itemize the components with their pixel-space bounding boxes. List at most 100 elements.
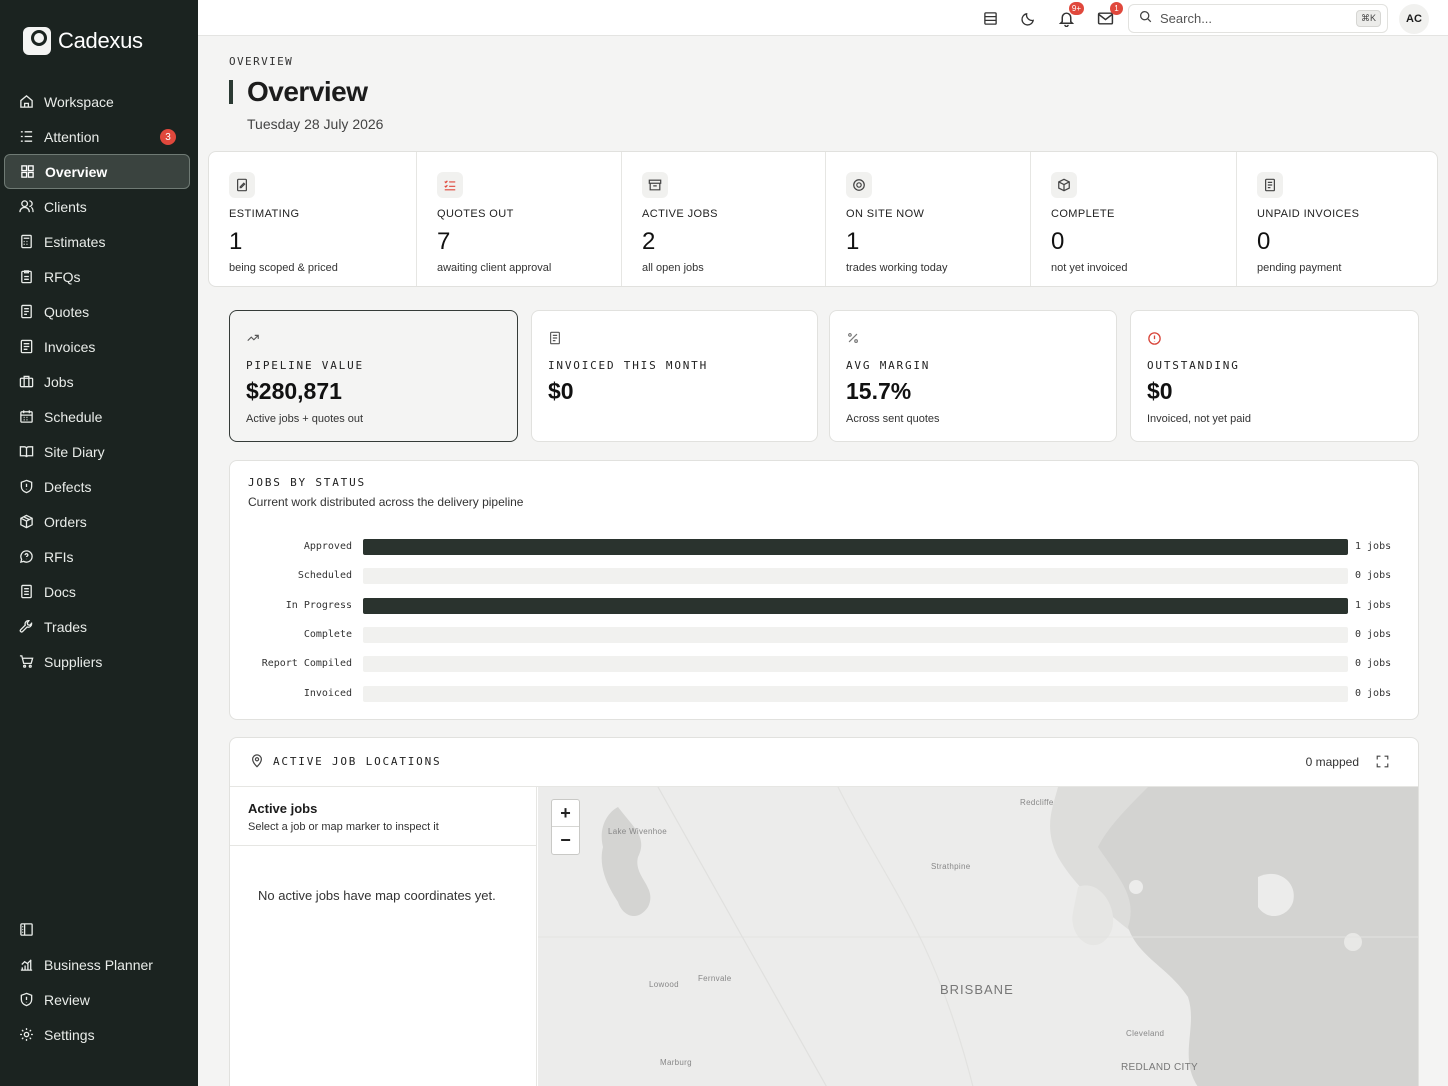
sidebar-item-review[interactable]: Review	[4, 982, 190, 1017]
user-avatar[interactable]: AC	[1399, 4, 1429, 34]
stat-value: 2	[642, 228, 656, 255]
bar-track	[363, 568, 1348, 585]
edit-icon	[229, 172, 255, 198]
notifications-bell-icon[interactable]: 9+	[1057, 2, 1084, 27]
checklist-icon	[437, 172, 463, 198]
map-label: Marburg	[660, 1058, 692, 1067]
stat-value: 1	[846, 228, 860, 255]
job-locations-map[interactable]: + − Redcliffe Lake Wivenhoe Strathpine F…	[538, 787, 1418, 1086]
bar-value-label: 0 jobs	[1355, 628, 1392, 640]
sidebar-item-rfqs[interactable]: RFQs	[4, 259, 190, 294]
sidebar-item-workspace[interactable]: Workspace	[4, 84, 190, 119]
sidebar-item-label: RFQs	[44, 268, 81, 285]
sidebar-item-business-planner[interactable]: Business Planner	[4, 947, 190, 982]
sidebar-item-invoices[interactable]: Invoices	[4, 329, 190, 364]
bar-category-label: Report Compiled	[261, 658, 352, 670]
wrench-icon	[18, 619, 34, 635]
kpi-card-avg-margin[interactable]: AVG MARGIN 15.7% Across sent quotes	[829, 310, 1117, 442]
bar-row[interactable]: Approved 1 jobs	[230, 539, 1420, 555]
list-icon	[18, 129, 34, 145]
search-icon	[1139, 10, 1152, 28]
box-icon	[18, 514, 34, 530]
sidebar-item-quotes[interactable]: Quotes	[4, 294, 190, 329]
sidebar-item-clients[interactable]: Clients	[4, 189, 190, 224]
active-job-locations-panel: ACTIVE JOB LOCATIONS 0 mapped Active job…	[229, 737, 1419, 1086]
stat-value: 0	[1051, 228, 1065, 255]
sidebar-item-orders[interactable]: Orders	[4, 504, 190, 539]
theme-toggle-moon-icon[interactable]	[1019, 9, 1037, 27]
kpi-card-outstanding[interactable]: OUTSTANDING $0 Invoiced, not yet paid	[1130, 310, 1419, 442]
active-jobs-title: Active jobs	[248, 801, 318, 816]
notifications-badge: 9+	[1068, 2, 1084, 15]
stat-card-quotes-out[interactable]: QUOTES OUT 7 awaiting client approval	[417, 152, 622, 286]
sidebar-item-rfis[interactable]: RFIs	[4, 539, 190, 574]
stat-subtext: awaiting client approval	[437, 262, 552, 274]
map-panel-header: ACTIVE JOB LOCATIONS 0 mapped	[230, 738, 1418, 787]
bar-row[interactable]: Complete 0 jobs	[230, 626, 1420, 643]
sidebar-item-attention[interactable]: Attention 3	[4, 119, 190, 154]
bar-row[interactable]: Invoiced 0 jobs	[230, 685, 1420, 702]
messages-mail-icon[interactable]: 1	[1096, 2, 1123, 27]
shield-icon	[18, 992, 34, 1008]
sidebar-item-trades[interactable]: Trades	[4, 609, 190, 644]
map-label: Fernvale	[698, 974, 732, 983]
stat-label: ON SITE NOW	[846, 208, 925, 220]
sidebar-item-schedule[interactable]: Schedule	[4, 399, 190, 434]
gear-icon	[18, 1027, 34, 1043]
stat-card-active-jobs[interactable]: ACTIVE JOBS 2 all open jobs	[622, 152, 826, 286]
kpi-card-pipeline-value[interactable]: PIPELINE VALUE $280,871 Active jobs + qu…	[229, 310, 518, 442]
bar-row[interactable]: In Progress 1 jobs	[230, 597, 1420, 614]
search-box[interactable]: ⌘K	[1128, 4, 1388, 33]
sidebar-item-jobs[interactable]: Jobs	[4, 364, 190, 399]
bar-category-label: In Progress	[285, 599, 352, 611]
calculator-icon	[18, 234, 34, 250]
stat-card-complete[interactable]: COMPLETE 0 not yet invoiced	[1031, 152, 1237, 286]
attention-badge: 3	[160, 129, 176, 145]
sidebar-item-defects[interactable]: Defects	[4, 469, 190, 504]
kpi-subtext: Active jobs + quotes out	[246, 413, 364, 425]
search-input[interactable]	[1160, 11, 1340, 26]
stat-card-unpaid-invoices[interactable]: UNPAID INVOICES 0 pending payment	[1237, 152, 1437, 286]
sidebar-item-overview[interactable]: Overview	[4, 154, 190, 189]
sidebar-item-suppliers[interactable]: Suppliers	[4, 644, 190, 679]
bar-value-label: 1 jobs	[1355, 541, 1392, 552]
brand[interactable]: Cadexus	[22, 26, 143, 56]
map-tiles	[538, 787, 1418, 1086]
zoom-out-button[interactable]: −	[560, 830, 571, 850]
stat-subtext: being scoped & priced	[229, 262, 338, 274]
sidebar-item-label: Estimates	[44, 233, 106, 250]
sidebar-item-label: Docs	[44, 583, 76, 600]
expand-icon[interactable]	[1376, 755, 1389, 773]
bar-category-label: Invoiced	[303, 687, 352, 699]
bar-row[interactable]: Scheduled 0 jobs	[230, 568, 1420, 585]
chat-icon	[18, 549, 34, 565]
stat-subtext: trades working today	[846, 262, 948, 274]
sidebar-item-label: Schedule	[44, 408, 103, 425]
layout-toggle-icon[interactable]	[981, 9, 999, 27]
kpi-label: PIPELINE VALUE	[246, 359, 364, 372]
stat-card-on-site-now[interactable]: ON SITE NOW 1 trades working today	[826, 152, 1031, 286]
sidebar-item-docs[interactable]: Docs	[4, 574, 190, 609]
kpi-card-invoiced-this-month[interactable]: INVOICED THIS MONTH $0	[531, 310, 818, 442]
sidebar-item-settings[interactable]: Settings	[4, 1017, 190, 1052]
sidebar-item-label: Overview	[45, 163, 108, 180]
percent-icon	[846, 329, 1116, 347]
bar-track	[363, 626, 1348, 643]
logo-icon	[22, 26, 52, 56]
messages-badge: 1	[1110, 2, 1123, 15]
map-label: Strathpine	[931, 862, 971, 871]
kpi-subtext: Across sent quotes	[846, 413, 940, 425]
sidebar-item-estimates[interactable]: Estimates	[4, 224, 190, 259]
stat-card-estimating[interactable]: ESTIMATING 1 being scoped & priced	[209, 152, 417, 286]
bar-track	[363, 685, 1348, 702]
book-icon	[18, 444, 34, 460]
zoom-in-button[interactable]: +	[552, 800, 579, 827]
sidebar-item-label: Defects	[44, 478, 92, 495]
bar-row[interactable]: Report Compiled 0 jobs	[230, 656, 1420, 673]
active-jobs-list: Active jobs Select a job or map marker t…	[230, 787, 537, 1086]
sidebar-item-site-diary[interactable]: Site Diary	[4, 434, 190, 469]
sidebar-collapse-button[interactable]	[4, 912, 190, 947]
kpi-label: INVOICED THIS MONTH	[548, 359, 709, 372]
kpi-value: $0	[548, 378, 574, 404]
